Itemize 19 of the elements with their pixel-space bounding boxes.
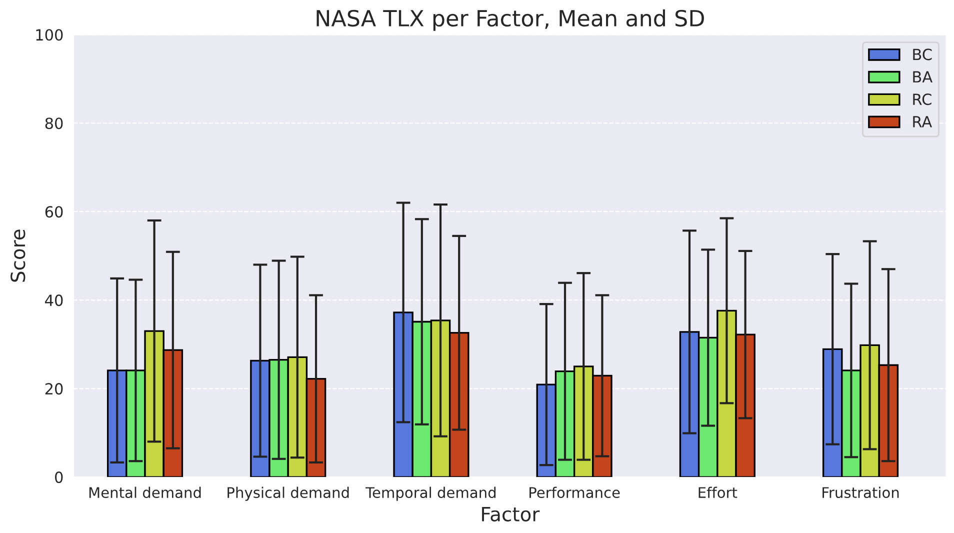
x-tick-label: Effort [698, 486, 738, 498]
legend-label: RA [913, 116, 932, 128]
legend-label: BC [913, 48, 932, 60]
y-tick-label: 20 [45, 383, 63, 395]
y-axis-title: Score [10, 230, 26, 282]
legend-label: RC [913, 94, 932, 106]
x-tick-label: Performance [530, 486, 620, 498]
y-tick-label: 0 [55, 472, 63, 484]
y-tick-label: 40 [45, 294, 63, 306]
x-tick-label: Temporal demand [366, 486, 496, 501]
x-tick-label: Mental demand [89, 486, 201, 498]
y-tick-label: 60 [45, 206, 63, 218]
chart-title: NASA TLX per Factor, Mean and SD [316, 9, 704, 31]
x-tick-label: Physical demand [228, 486, 349, 501]
x-axis-title: Factor [482, 507, 540, 522]
x-tick-label: Frustration [822, 486, 899, 498]
legend-label: BA [913, 71, 932, 82]
y-tick-label: 80 [45, 118, 63, 130]
y-tick-label: 100 [36, 29, 63, 41]
